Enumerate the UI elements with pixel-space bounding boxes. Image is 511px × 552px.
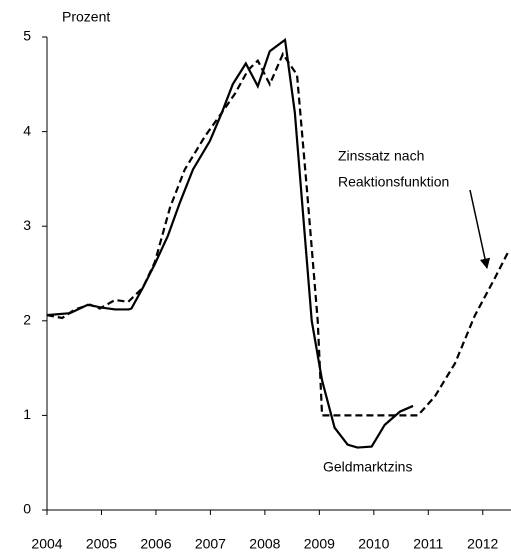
series-label: Geldmarktzins — [323, 459, 412, 475]
x-tick-label: 2012 — [467, 536, 498, 552]
x-tick-label: 2007 — [195, 536, 226, 552]
y-tick-label: 1 — [23, 406, 31, 422]
series-label: Reaktionsfunktion — [338, 174, 449, 190]
y-tick-label: 3 — [23, 217, 31, 233]
y-tick-label: 5 — [23, 28, 31, 44]
y-unit-label: Prozent — [62, 9, 110, 25]
y-tick-label: 0 — [23, 501, 31, 517]
series-line — [46, 37, 414, 449]
x-tick-label: 2011 — [413, 536, 443, 552]
x-tick-label: 2005 — [86, 536, 117, 552]
series-line — [46, 51, 509, 417]
series-label: Zinssatz nach — [338, 148, 424, 164]
x-tick-label: 2004 — [31, 536, 62, 552]
y-tick-label: 4 — [23, 122, 31, 138]
y-tick-label: 2 — [23, 312, 31, 328]
x-tick-label: 2006 — [140, 536, 171, 552]
x-tick-label: 2008 — [249, 536, 280, 552]
x-tick-label: 2010 — [358, 536, 389, 552]
x-tick-label: 2009 — [304, 536, 335, 552]
annotation-arrow — [469, 189, 491, 270]
